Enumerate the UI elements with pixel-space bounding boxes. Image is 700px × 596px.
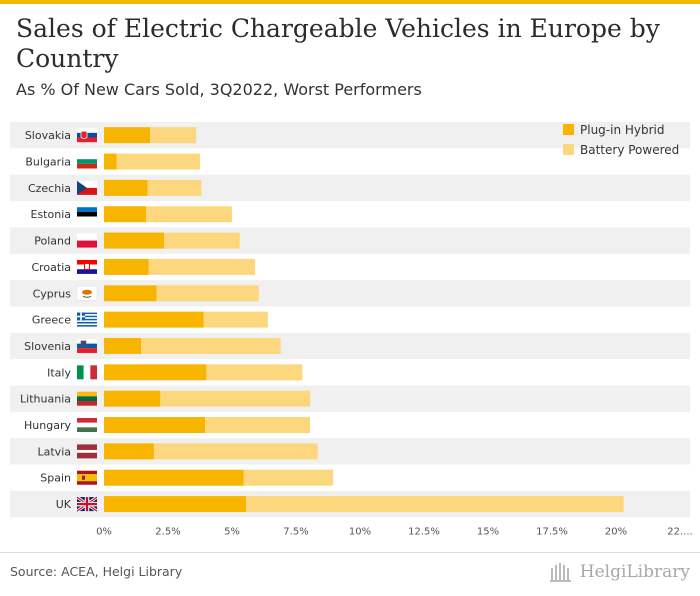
battery-powered-bar <box>146 206 232 223</box>
plugin-hybrid-bar <box>104 206 147 223</box>
country-label: Cyprus <box>33 287 72 300</box>
country-label: Latvia <box>38 445 72 458</box>
x-tick-label: 7.5% <box>283 526 308 537</box>
chart-title: Sales of Electric Chargeable Vehicles in… <box>16 14 660 73</box>
battery-powered-bar <box>243 469 334 486</box>
poland-flag-icon <box>77 233 97 248</box>
country-label: Spain <box>40 472 71 485</box>
x-tick-label: 15% <box>477 526 499 537</box>
plugin-hybrid-bar <box>104 258 149 275</box>
battery-powered-bar <box>164 232 240 249</box>
country-label: Greece <box>32 314 71 327</box>
plugin-hybrid-bar <box>104 153 117 170</box>
battery-powered-bar <box>150 127 197 144</box>
x-tick-label: 12.5% <box>408 526 440 537</box>
battery-powered-bar <box>148 258 256 275</box>
hungary-flag-icon <box>77 418 97 433</box>
battery-powered-bar <box>206 364 303 381</box>
brand-logo[interactable]: HelgiLibrary <box>549 560 690 584</box>
latvia-flag-icon <box>77 444 97 459</box>
plugin-hybrid-bar <box>104 443 154 460</box>
spain-flag-icon <box>77 470 97 485</box>
legend-swatch-plugin <box>563 124 574 135</box>
legend-swatch-battery <box>563 144 574 155</box>
chart-subtitle: As % Of New Cars Sold, 3Q2022, Worst Per… <box>16 80 422 99</box>
plugin-hybrid-bar <box>104 469 244 486</box>
plugin-hybrid-bar <box>104 127 151 144</box>
battery-powered-bar <box>153 443 318 460</box>
country-label: Hungary <box>24 419 71 432</box>
legend-label: Battery Powered <box>580 143 679 157</box>
country-label: Poland <box>34 235 71 248</box>
battery-powered-bar <box>147 179 202 196</box>
czechia-flag-icon <box>77 180 97 195</box>
accent-bar <box>0 0 700 4</box>
x-tick-label: 10% <box>349 526 371 537</box>
battery-powered-bar <box>141 337 281 354</box>
estonia-flag-icon <box>77 207 97 222</box>
slovakia-flag-icon <box>77 128 97 143</box>
legend-label: Plug-in Hybrid <box>580 123 665 137</box>
x-tick-label: 0% <box>96 526 112 537</box>
croatia-flag-icon <box>77 259 97 274</box>
uk-flag-icon <box>76 495 98 513</box>
x-tick-label: 2.5% <box>155 526 180 537</box>
country-label: Bulgaria <box>25 156 71 169</box>
plugin-hybrid-bar <box>104 417 206 434</box>
country-label: UK <box>56 498 72 511</box>
italy-flag-icon <box>77 365 97 380</box>
cyprus-flag-icon <box>76 286 98 301</box>
battery-powered-bar <box>205 417 311 434</box>
plugin-hybrid-bar <box>104 311 204 328</box>
country-label: Italy <box>47 366 71 379</box>
battery-powered-bar <box>203 311 268 328</box>
slovenia-flag-icon <box>77 338 97 353</box>
plugin-hybrid-bar <box>104 337 142 354</box>
brand-name: HelgiLibrary <box>579 562 690 582</box>
stacked-bar-chart: Slovakia Bulgaria Czechia Estonia Poland Croa… <box>10 122 693 537</box>
plugin-hybrid-bar <box>104 179 148 196</box>
source-note: Source: ACEA, Helgi Library <box>10 564 183 579</box>
battery-powered-bar <box>116 153 200 170</box>
plugin-hybrid-bar <box>104 285 157 302</box>
bulgaria-flag-icon <box>77 154 97 169</box>
country-label: Estonia <box>31 208 72 221</box>
footer-divider <box>0 552 700 553</box>
plugin-hybrid-bar <box>104 496 247 513</box>
plugin-hybrid-bar <box>104 364 207 381</box>
x-tick-label: 20% <box>605 526 627 537</box>
country-label: Slovakia <box>25 129 71 142</box>
country-label: Slovenia <box>24 340 71 353</box>
battery-powered-bar <box>160 390 311 407</box>
country-label: Lithuania <box>20 393 71 406</box>
lithuania-flag-icon <box>77 391 97 406</box>
battery-powered-bar <box>246 496 624 513</box>
x-tick-label: 5% <box>224 526 240 537</box>
country-label: Czechia <box>28 182 71 195</box>
x-tick-label: 22.... <box>667 526 692 537</box>
x-tick-label: 17.5% <box>536 526 568 537</box>
battery-powered-bar <box>156 285 259 302</box>
country-label: Croatia <box>31 261 71 274</box>
plugin-hybrid-bar <box>104 232 165 249</box>
library-icon <box>549 563 571 582</box>
greece-flag-icon <box>77 312 97 327</box>
plugin-hybrid-bar <box>104 390 161 407</box>
